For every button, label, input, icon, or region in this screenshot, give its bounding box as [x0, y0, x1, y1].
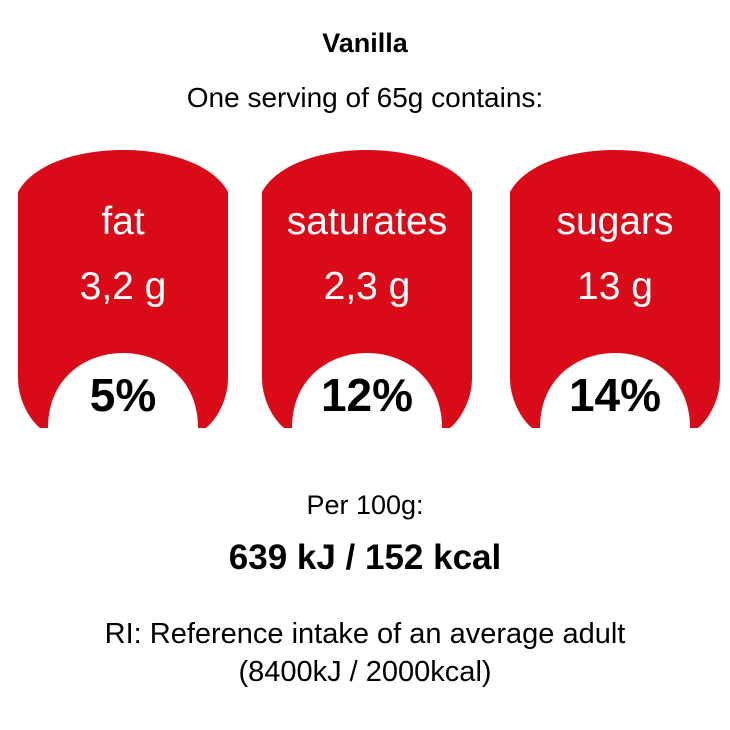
energy-value: 639 kJ / 152 kcal — [228, 538, 502, 577]
nutrient-card-sugars: sugars 13 g 14% — [510, 150, 720, 428]
nutrient-card-fat: fat 3,2 g 5% — [18, 150, 228, 428]
nutrient-name: saturates — [286, 200, 448, 243]
per-100g-label: Per 100g: — [306, 490, 424, 520]
nutrient-percent: 12% — [320, 369, 414, 421]
nutrient-name: fat — [101, 200, 145, 243]
nutrient-badge-shape — [510, 150, 720, 428]
serving-description: One serving of 65g contains: — [186, 82, 544, 113]
nutrient-badge-shape — [262, 150, 472, 428]
nutrient-card-saturates: saturates 2,3 g 12% — [262, 150, 472, 428]
product-title: Vanilla — [322, 28, 408, 58]
nutrient-percent: 14% — [568, 369, 662, 421]
nutrient-name: sugars — [556, 200, 674, 243]
nutrient-amount: 3,2 g — [79, 265, 167, 308]
nutrient-badge-shape — [18, 150, 228, 428]
nutrient-amount: 2,3 g — [323, 265, 411, 308]
reference-intake-line-2: (8400kJ / 2000kcal) — [238, 656, 492, 688]
reference-intake-line-1: RI: Reference intake of an average adult — [104, 618, 626, 650]
nutrient-amount: 13 g — [577, 265, 653, 308]
reference-intake-note: RI: Reference intake of an average adult… — [0, 615, 730, 691]
nutrient-percent: 5% — [89, 369, 157, 421]
